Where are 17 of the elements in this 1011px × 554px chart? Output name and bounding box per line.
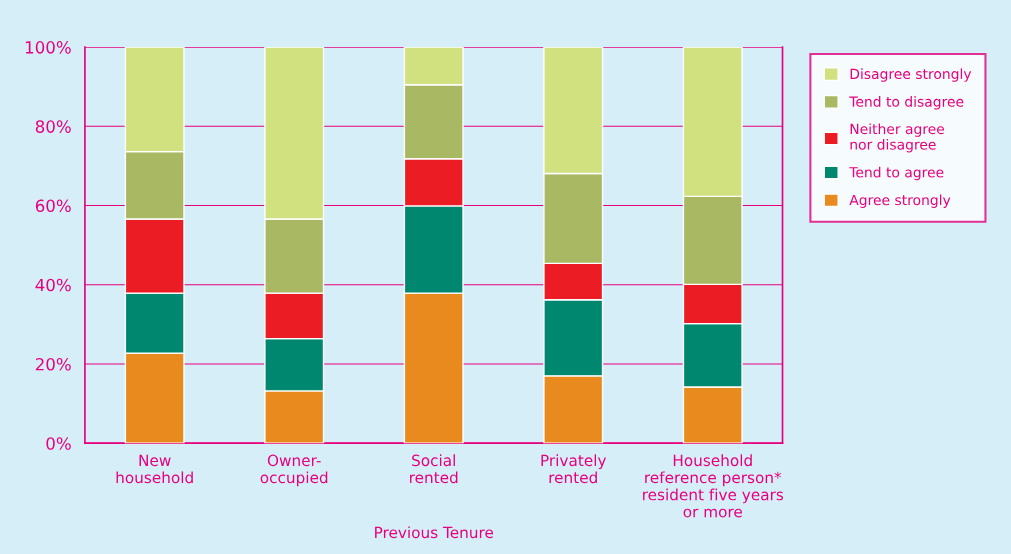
- x-tick-label: Privately rented: [541, 454, 607, 484]
- y-tick-label: 100%: [25, 41, 71, 54]
- y-tick-label: 80%: [35, 120, 71, 133]
- legend-label: Neither agree nor disagree: [850, 123, 945, 153]
- legend-label: Disagree strongly: [850, 68, 972, 82]
- x-tick-label: New household: [116, 454, 193, 484]
- x-axis-title: Previous Tenure: [375, 526, 494, 539]
- legend-label: Tend to agree: [849, 166, 944, 181]
- legend-label: Agree strongly: [849, 194, 951, 208]
- y-tick-label: 0%: [46, 437, 71, 450]
- y-tick-label: 40%: [35, 278, 71, 292]
- x-tick-label: Social rented: [410, 454, 458, 484]
- x-tick-label: Household reference person* resident five years or more: [643, 454, 784, 518]
- x-tick-label: Owner- occupied: [260, 454, 328, 487]
- y-tick-label: 20%: [35, 357, 71, 371]
- y-tick-label: 60%: [35, 199, 71, 213]
- legend-label: Tend to disagree: [849, 96, 964, 110]
